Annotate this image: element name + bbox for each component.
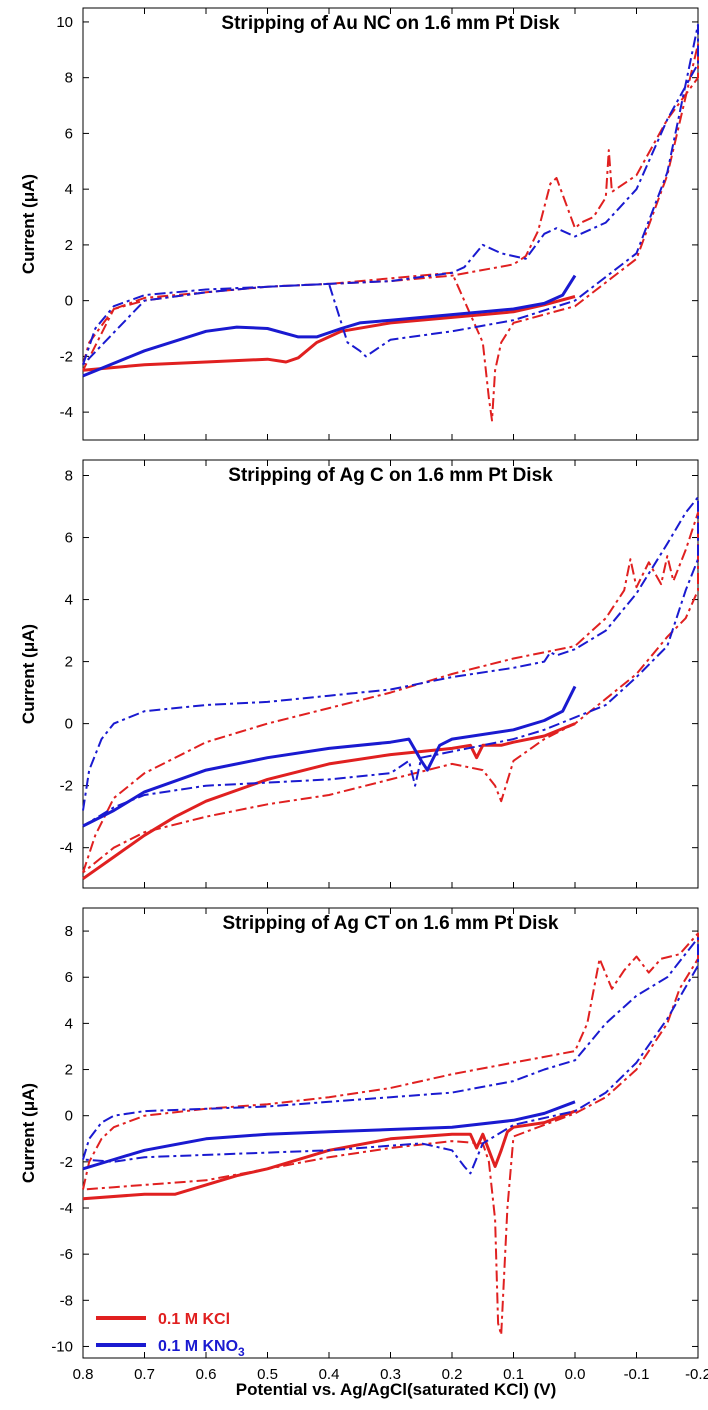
y-tick-label: -2 [60, 1154, 73, 1171]
panels: -4 -2 0 2 4 6 8 10 Stripping of Au NC on 1.6 mm … [19, 7, 708, 1383]
y-tick-label: 6 [65, 530, 73, 547]
y-tick-label: 2 [65, 654, 73, 671]
series-line-4 [82, 23, 699, 366]
series-line-2 [82, 43, 699, 422]
y-tick-label: 2 [65, 1062, 73, 1079]
y-tick-label: 8 [65, 923, 73, 940]
chart-panel-2: -4 -2 0 2 4 6 8 Stripping of Ag C on 1.6 mm Pt … [19, 459, 699, 889]
series-line-3 [82, 274, 577, 378]
y-tick-label: 0 [65, 716, 73, 733]
y-tick-label: -10 [51, 1338, 73, 1355]
x-tick-label: 0.7 [134, 1366, 155, 1383]
y-tick-label: -4 [60, 840, 73, 857]
series-line-4 [82, 496, 699, 827]
chart-title: Stripping of Au NC on 1.6 mm Pt Disk [221, 13, 560, 34]
y-tick-label: 4 [65, 592, 73, 609]
y-tick-label: -2 [60, 348, 73, 365]
y-axis-label: Current (μA) [19, 1083, 38, 1183]
chart-panel-1: -4 -2 0 2 4 6 8 10 Stripping of Au NC on 1.6 mm … [19, 7, 699, 441]
y-tick-label: 4 [65, 1015, 73, 1032]
y-tick-label: 6 [65, 969, 73, 986]
legend-label: 0.1 M KNO3 [158, 1338, 245, 1359]
y-tick-label: -4 [60, 1200, 73, 1217]
x-tick-label: 0.6 [196, 1366, 217, 1383]
series-line-1 [82, 722, 576, 880]
y-tick-label: -8 [60, 1292, 73, 1309]
series-line-2 [82, 511, 699, 874]
y-tick-label: 8 [65, 468, 73, 485]
x-axis-label: Potential vs. Ag/AgCl(saturated KCl) (V) [236, 1380, 557, 1399]
series-line-3 [82, 685, 577, 828]
y-axis-label: Current (μA) [19, 624, 38, 724]
x-tick-label: -0.1 [624, 1366, 650, 1383]
series-line-1 [82, 1109, 576, 1201]
series-line-3 [82, 1100, 576, 1171]
y-tick-label: 0 [65, 1108, 73, 1125]
x-tick-label: 0.5 [257, 1366, 278, 1383]
series-line-1 [82, 295, 576, 372]
y-tick-label: -4 [60, 404, 73, 421]
chart-title: Stripping of Ag CT on 1.6 mm Pt Disk [222, 913, 558, 934]
chart-title: Stripping of Ag C on 1.6 mm Pt Disk [228, 465, 553, 486]
y-tick-label: 10 [56, 14, 73, 31]
series-line-2 [82, 932, 699, 1336]
x-tick-label: -0.2 [685, 1366, 708, 1383]
y-tick-label: 8 [65, 70, 73, 87]
y-tick-label: 2 [65, 237, 73, 254]
y-tick-label: 4 [65, 181, 73, 198]
y-tick-label: -2 [60, 778, 73, 795]
x-tick-label: 0.4 [319, 1366, 340, 1383]
y-tick-label: -6 [60, 1246, 73, 1263]
legend: 0.1 M KCl 0.1 M KNO3 [96, 1311, 245, 1359]
x-tick-label: 0.2 [442, 1366, 463, 1383]
chart-panel-3: 0.8 0.7 0.6 0.5 0.4 0.3 0.2 0.1 0.0 -0.1 -0.2 -10 -8… [19, 907, 708, 1383]
x-tick-label: 0.3 [380, 1366, 401, 1383]
y-axis-label: Current (μA) [19, 174, 38, 274]
x-tick-label: 0.8 [73, 1366, 94, 1383]
x-tick-label: 0.1 [503, 1366, 524, 1383]
legend-label: 0.1 M KCl [158, 1311, 230, 1328]
x-tick-label: 0.0 [565, 1366, 586, 1383]
y-tick-label: 0 [65, 293, 73, 310]
y-tick-label: 6 [65, 125, 73, 142]
